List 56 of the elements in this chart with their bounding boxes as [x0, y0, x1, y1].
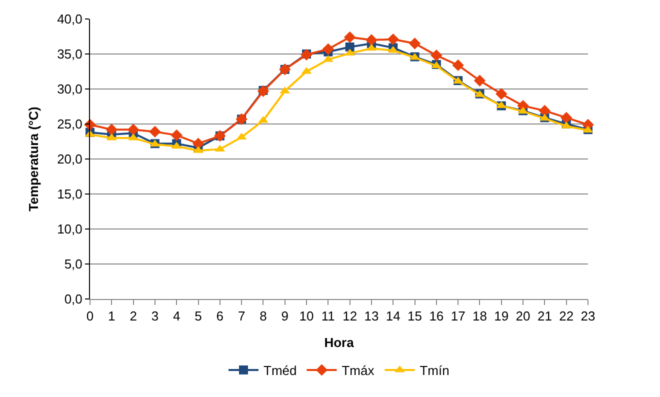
legend-label: Tméd: [264, 363, 297, 378]
point: [430, 50, 442, 62]
point: [538, 104, 551, 117]
point: [496, 88, 508, 100]
x-tick-label: 6: [216, 308, 224, 324]
x-tick-label: 2: [130, 308, 137, 324]
y-axis-title: Temperatura (°C): [26, 106, 42, 212]
y-tick-label: 40,0: [57, 12, 82, 27]
x-tick-label: 14: [386, 308, 400, 324]
point: [127, 124, 140, 136]
point: [366, 34, 378, 46]
point: [474, 74, 486, 86]
x-tick-label: 7: [238, 308, 246, 324]
x-tick-label: 1: [108, 308, 116, 324]
y-tick-label: 5,0: [64, 256, 82, 272]
x-tick-label: 21: [537, 308, 552, 324]
x-tick-label: 10: [299, 308, 314, 324]
x-tick-label: 20: [516, 308, 530, 324]
x-tick-label: 22: [559, 308, 574, 324]
point: [344, 31, 356, 44]
point: [106, 124, 118, 136]
x-tick-label: 16: [429, 308, 444, 324]
y-tick-label: 35,0: [57, 46, 82, 62]
legend-label: Tmáx: [342, 363, 375, 378]
point: [387, 33, 399, 46]
point: [149, 126, 161, 138]
x-tick-label: 4: [172, 308, 180, 324]
x-axis-title: Hora: [324, 335, 355, 350]
x-tick-label: 8: [260, 308, 267, 324]
point: [170, 129, 182, 142]
x-tick-label: 13: [364, 308, 379, 324]
y-tick-label: 25,0: [57, 116, 82, 132]
y-tick-label: 20,0: [57, 152, 82, 167]
x-tick-label: 0: [86, 308, 94, 324]
x-tick-label: 5: [194, 308, 202, 324]
x-tick-label: 18: [472, 308, 487, 324]
point: [322, 43, 334, 55]
y-tick-label: 30,0: [57, 82, 82, 97]
point: [452, 59, 464, 72]
x-tick-label: 9: [281, 308, 288, 324]
y-tick-label: 0,0: [64, 292, 82, 307]
point: [345, 42, 354, 52]
legend-label: Tmín: [420, 363, 450, 378]
x-tick-label: 12: [342, 308, 358, 324]
point: [560, 112, 572, 124]
point: [408, 38, 421, 50]
x-tick-label: 23: [580, 308, 596, 324]
point: [300, 48, 312, 61]
x-tick-label: 15: [408, 308, 422, 324]
x-tick-label: 19: [494, 308, 509, 324]
y-tick-label: 15,0: [57, 186, 82, 202]
x-tick-label: 3: [151, 308, 159, 324]
point: [192, 138, 204, 150]
y-tick-label: 10,0: [57, 222, 82, 237]
x-tick-label: 11: [321, 308, 335, 324]
x-tick-label: 17: [450, 308, 466, 324]
